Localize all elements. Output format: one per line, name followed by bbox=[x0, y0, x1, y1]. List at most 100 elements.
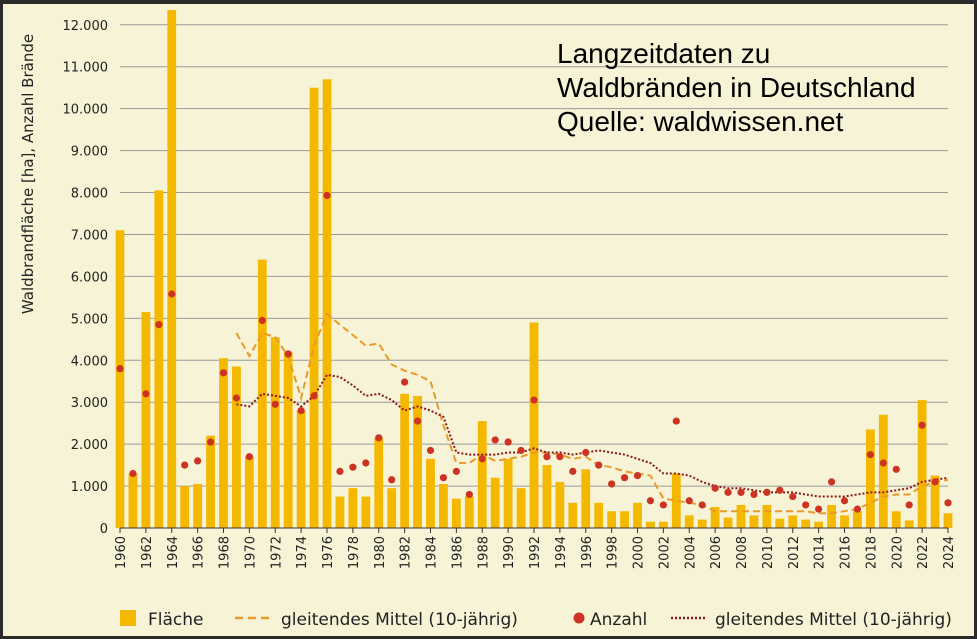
bar-flaeche bbox=[335, 496, 345, 528]
bar-flaeche bbox=[451, 498, 461, 528]
dot-anzahl bbox=[413, 417, 422, 425]
legend-label-count-ma: gleitendes Mittel (10-jährig) bbox=[715, 610, 952, 630]
bar-flaeche bbox=[361, 496, 371, 528]
dot-anzahl bbox=[362, 459, 370, 467]
x-tick-label: 1972 bbox=[269, 536, 284, 569]
dot-anzahl bbox=[310, 392, 318, 400]
x-tick-label: 1992 bbox=[528, 536, 543, 569]
bar-flaeche bbox=[710, 507, 720, 528]
dot-anzahl bbox=[646, 497, 655, 505]
bar-flaeche bbox=[568, 502, 578, 528]
dot-anzahl bbox=[543, 453, 551, 461]
bar-flaeche bbox=[878, 414, 888, 528]
dot-anzahl bbox=[297, 406, 305, 415]
dot-anzahl bbox=[737, 488, 745, 496]
bar-flaeche bbox=[464, 496, 474, 528]
legend-label-area-ma: gleitendes Mittel (10-jährig) bbox=[281, 610, 518, 630]
dot-anzahl bbox=[931, 478, 939, 486]
line-area-moving-average bbox=[235, 312, 949, 515]
x-tick-label: 1974 bbox=[295, 536, 310, 569]
x-tick-label: 1984 bbox=[425, 536, 440, 569]
bar-flaeche bbox=[736, 504, 746, 528]
x-tick-label: 2002 bbox=[657, 536, 672, 569]
bar-flaeche bbox=[322, 79, 332, 529]
bar-flaeche bbox=[930, 475, 940, 528]
bar-flaeche bbox=[697, 519, 707, 528]
legend-label-flaeche: Fläche bbox=[148, 610, 204, 630]
dot-anzahl bbox=[129, 469, 137, 478]
bar-flaeche bbox=[141, 312, 151, 528]
dot-anzahl bbox=[401, 378, 409, 386]
bar-flaeche bbox=[193, 483, 203, 528]
dot-anzahl bbox=[206, 438, 215, 446]
dot-anzahl bbox=[219, 369, 228, 377]
dot-anzahl bbox=[181, 461, 189, 469]
x-tick-label: 2018 bbox=[864, 536, 879, 569]
x-tick-label: 2014 bbox=[813, 536, 828, 569]
y-tick-label: 2.000 bbox=[71, 438, 108, 453]
bar-flaeche bbox=[348, 488, 358, 528]
dot-anzahl bbox=[879, 459, 887, 467]
dot-anzahl bbox=[388, 476, 396, 484]
dot-anzahl bbox=[789, 492, 797, 501]
dot-anzahl bbox=[439, 474, 448, 482]
dot-anzahl bbox=[465, 490, 473, 499]
y-tick-label: 6.000 bbox=[71, 270, 108, 285]
dot-anzahl bbox=[336, 467, 344, 475]
legend: Fläche gleitendes Mittel (10-jährig) Anz… bbox=[120, 610, 952, 630]
dot-anzahl bbox=[944, 499, 952, 507]
x-tick-label: 2000 bbox=[632, 536, 647, 569]
bar-flaeche bbox=[684, 515, 694, 528]
dot-anzahl bbox=[853, 505, 862, 513]
dot-anzahl bbox=[659, 501, 667, 509]
x-tick-label: 1978 bbox=[347, 536, 362, 569]
bar-flaeche bbox=[516, 488, 526, 528]
x-tick-label: 2022 bbox=[916, 536, 931, 569]
x-tick-label: 1960 bbox=[114, 536, 129, 569]
annotation-line-3: Quelle: waldwissen.net bbox=[557, 106, 844, 137]
x-tick-label: 1968 bbox=[218, 536, 233, 569]
x-tick-label: 1966 bbox=[192, 536, 207, 569]
annotation-line-1: Langzeitdaten zu bbox=[557, 38, 770, 69]
bar-flaeche bbox=[814, 521, 824, 528]
dot-anzahl bbox=[633, 471, 642, 480]
y-tick-label: 0 bbox=[100, 522, 108, 537]
dot-anzahl bbox=[504, 438, 512, 446]
dot-anzahl bbox=[763, 488, 771, 496]
dot-anzahl bbox=[582, 448, 590, 457]
bar-flaeche bbox=[658, 521, 668, 528]
x-tick-label: 2012 bbox=[787, 536, 802, 569]
y-tick-label: 12.000 bbox=[63, 19, 109, 34]
chart-frame: 0 1.000 2.000 3.000 4.000 5.000 6.000 7.000 8.00… bbox=[3, 4, 974, 636]
x-tick-label: 2004 bbox=[683, 536, 698, 569]
bar-flaeche bbox=[400, 393, 410, 528]
bar-flaeche bbox=[749, 515, 759, 528]
x-tick-label: 1976 bbox=[321, 536, 336, 569]
x-tick-label: 1994 bbox=[554, 536, 569, 569]
bar-flaeche bbox=[270, 337, 280, 528]
y-axis-label: Waldbrandfläche [ha], Anzahl Brände bbox=[19, 34, 37, 314]
y-tick-label: 7.000 bbox=[71, 228, 108, 243]
dot-anzahl bbox=[815, 505, 823, 513]
bar-flaeche bbox=[671, 473, 681, 528]
bar-flaeche bbox=[943, 513, 953, 528]
x-tick-label: 1980 bbox=[373, 536, 388, 569]
bar-flaeche bbox=[555, 481, 565, 528]
dot-anzahl bbox=[711, 484, 719, 492]
dot-anzahl bbox=[271, 400, 279, 408]
bar-flaeche bbox=[840, 515, 849, 528]
bar-flaeche bbox=[154, 190, 164, 528]
y-tick-label: 9.000 bbox=[71, 145, 108, 160]
x-tick-label: 1990 bbox=[502, 536, 517, 569]
bar-flaeche bbox=[607, 511, 617, 528]
bar-flaeche bbox=[620, 511, 629, 528]
source-annotation: Langzeitdaten zu Waldbränden in Deutschl… bbox=[557, 38, 916, 137]
y-tick-label: 10.000 bbox=[63, 103, 109, 118]
bar-flaeche bbox=[413, 395, 422, 528]
dot-anzahl bbox=[517, 446, 525, 455]
bar-flaeche bbox=[206, 435, 215, 528]
x-tick-label: 2008 bbox=[735, 536, 750, 569]
dot-anzahl bbox=[892, 465, 900, 473]
y-tick-label: 4.000 bbox=[71, 354, 108, 369]
dot-anzahl bbox=[595, 461, 603, 469]
